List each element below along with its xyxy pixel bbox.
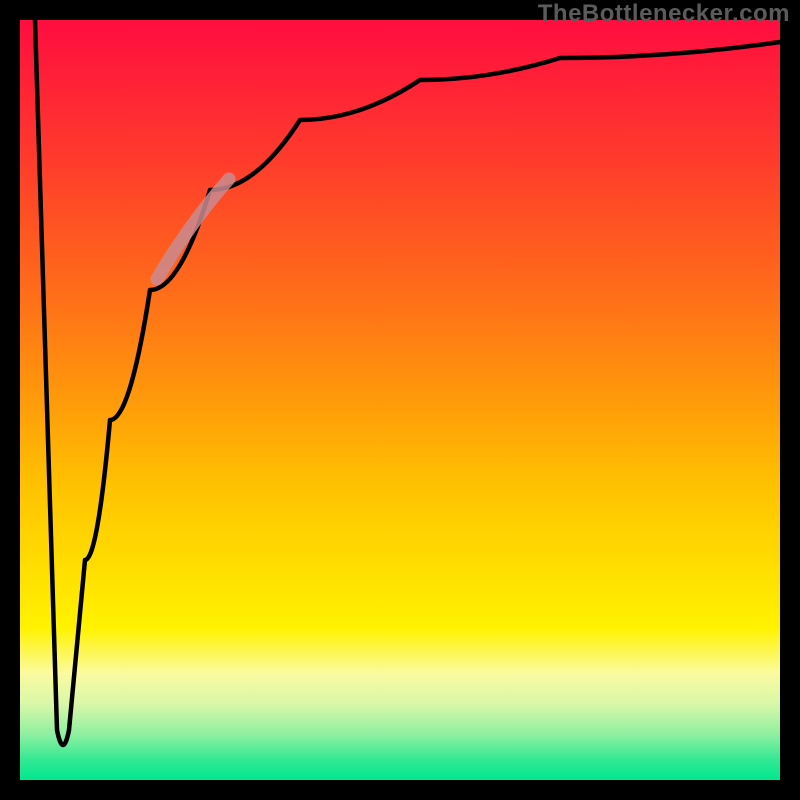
chart-container: TheBottlenecker.com	[0, 0, 800, 800]
plot-background	[20, 20, 780, 780]
watermark-text: TheBottlenecker.com	[538, 0, 790, 28]
chart-svg	[0, 0, 800, 800]
